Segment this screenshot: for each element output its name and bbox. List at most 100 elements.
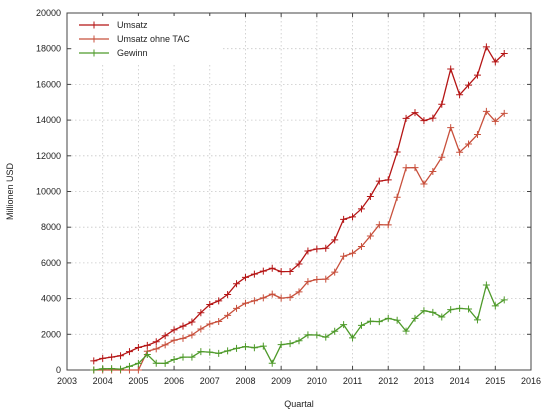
data-point	[357, 205, 365, 213]
x-tick-label: 2005	[128, 376, 148, 386]
data-point	[117, 352, 125, 360]
data-point	[420, 180, 428, 188]
data-point	[366, 317, 374, 325]
data-point	[384, 221, 392, 229]
data-point	[125, 348, 133, 356]
data-point	[170, 336, 178, 344]
x-tick-label: 2008	[235, 376, 255, 386]
y-tick-label: 14000	[36, 115, 61, 125]
data-point	[277, 294, 285, 302]
data-point	[233, 304, 241, 312]
data-point	[286, 267, 294, 275]
data-point	[179, 334, 187, 342]
axis-ticks: 2003 2004 2005 2006 2007 2008 2009 2010 2011 2012…	[36, 8, 541, 386]
data-point	[438, 153, 446, 161]
data-point	[491, 58, 499, 66]
data-point	[268, 264, 276, 272]
data-point	[456, 304, 464, 312]
data-point	[224, 347, 232, 355]
data-point	[286, 293, 294, 301]
data-point	[108, 365, 116, 373]
data-point	[313, 276, 321, 283]
data-point	[179, 322, 187, 330]
grid	[67, 13, 531, 370]
legend-label: Umsatz	[117, 20, 148, 30]
data-point	[331, 268, 339, 276]
data-point	[206, 320, 214, 328]
data-point	[393, 148, 401, 156]
x-tick-label: 2011	[343, 376, 362, 386]
data-point	[233, 280, 241, 288]
data-point	[482, 43, 490, 51]
data-point	[411, 164, 419, 172]
legend-box	[72, 16, 222, 64]
data-point	[152, 338, 160, 346]
data-point	[206, 348, 214, 356]
y-tick-label: 20000	[36, 8, 61, 18]
legend-label: Gewinn	[117, 48, 148, 58]
x-tick-label: 2007	[200, 376, 220, 386]
data-point	[500, 50, 508, 58]
data-point	[331, 236, 339, 244]
y-tick-label: 18000	[36, 44, 61, 54]
data-point	[268, 359, 276, 367]
data-point	[224, 290, 232, 298]
legend-marker	[90, 35, 98, 43]
data-point	[429, 168, 437, 176]
data-point	[125, 362, 133, 370]
data-point	[322, 333, 330, 341]
data-point	[197, 348, 205, 356]
data-point	[215, 297, 223, 305]
data-point	[465, 81, 473, 89]
data-point	[465, 140, 473, 148]
data-point	[268, 290, 276, 298]
data-point	[429, 308, 437, 316]
data-point	[161, 341, 169, 349]
data-point	[134, 366, 142, 374]
data-point	[161, 332, 169, 340]
data-point	[241, 343, 249, 351]
data-point	[384, 176, 392, 184]
data-point	[366, 192, 374, 200]
data-point	[134, 344, 142, 352]
data-point	[215, 349, 223, 357]
data-point	[197, 309, 205, 317]
data-point	[375, 318, 383, 326]
data-point	[393, 316, 401, 324]
data-point	[250, 270, 258, 278]
data-point	[134, 359, 142, 367]
y-tick-label: 4000	[41, 294, 61, 304]
data-point	[188, 353, 196, 361]
data-point	[456, 148, 464, 156]
series-line	[93, 110, 505, 371]
data-point	[161, 359, 169, 367]
x-axis-label: Quartal	[284, 399, 314, 409]
data-point	[331, 327, 339, 335]
data-point	[143, 350, 151, 358]
data-point	[179, 353, 187, 361]
x-tick-label: 2012	[378, 376, 398, 386]
data-point	[465, 305, 473, 313]
x-tick-label: 2016	[521, 376, 541, 386]
data-point	[491, 302, 499, 310]
data-point	[366, 232, 374, 240]
data-point	[197, 325, 205, 333]
y-tick-label: 10000	[36, 187, 61, 197]
data-point	[259, 267, 267, 275]
data-point	[500, 109, 508, 117]
data-point	[349, 249, 357, 257]
data-point	[340, 215, 348, 223]
data-point	[402, 327, 410, 335]
data-point	[188, 331, 196, 339]
data-point	[304, 331, 312, 339]
data-point	[250, 297, 258, 305]
data-point	[286, 340, 294, 348]
data-point	[233, 344, 241, 352]
data-point	[340, 252, 348, 260]
data-point	[482, 107, 490, 115]
data-point	[411, 314, 419, 322]
data-point	[143, 341, 151, 349]
data-point	[170, 355, 178, 363]
data-point	[295, 337, 303, 345]
x-tick-label: 2013	[414, 376, 434, 386]
